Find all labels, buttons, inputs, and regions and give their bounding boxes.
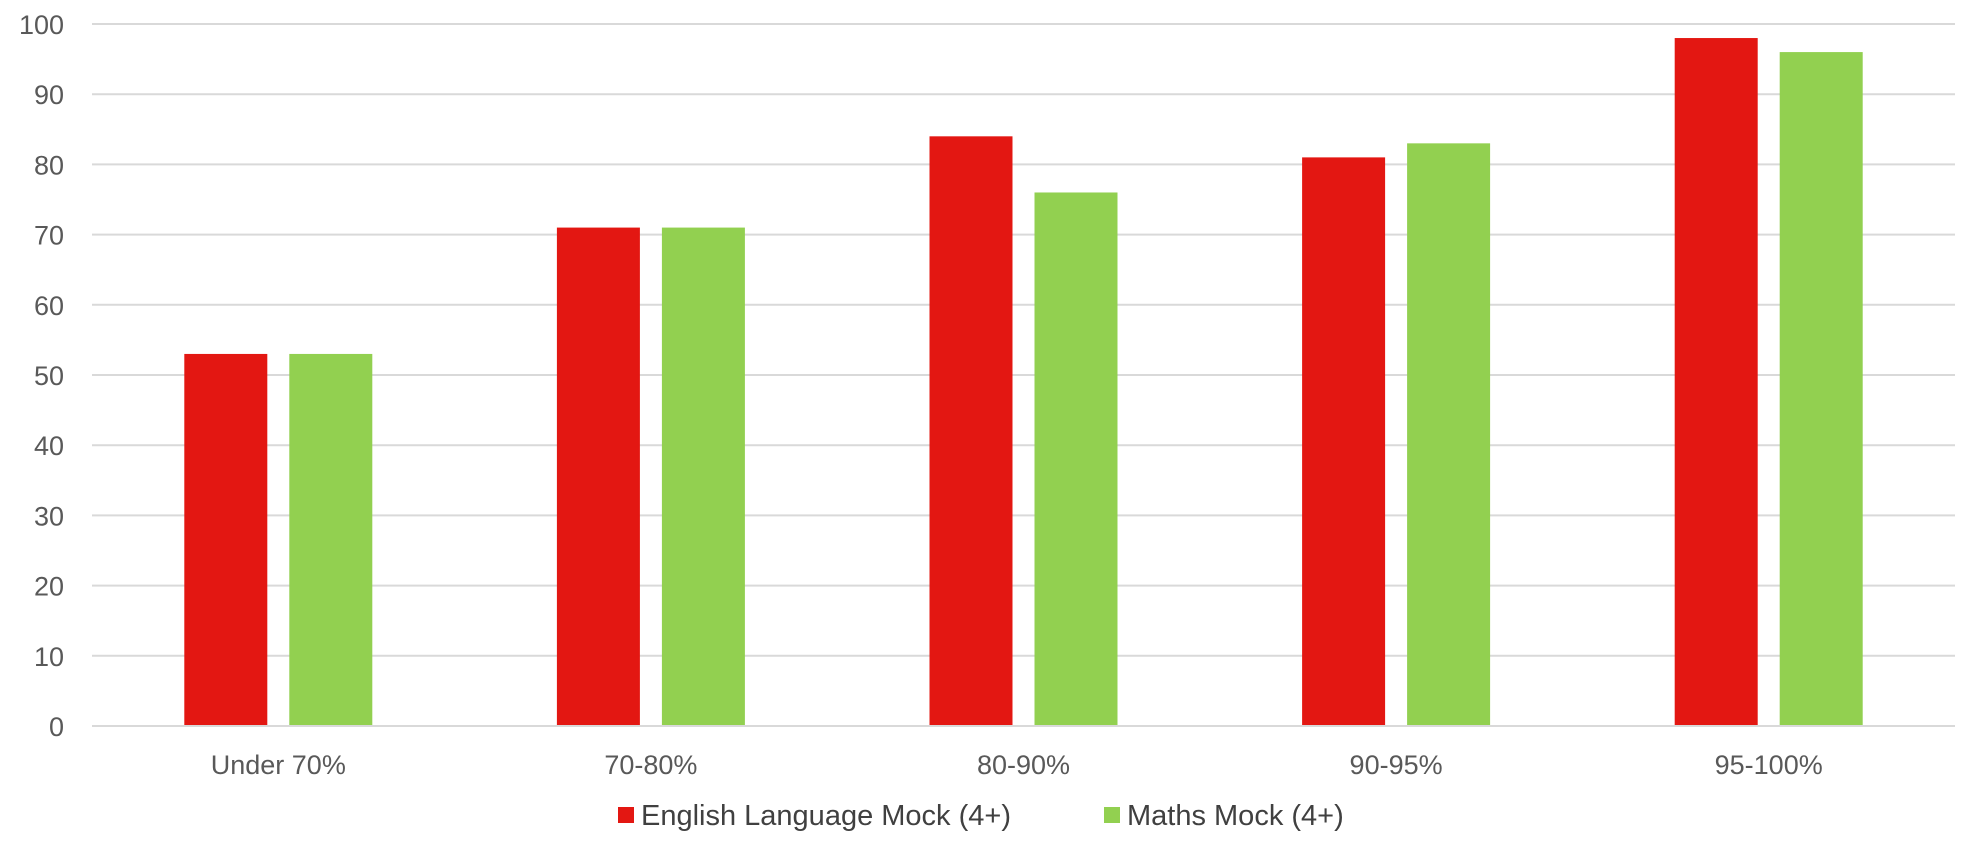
legend-label: Maths Mock (4+) — [1127, 800, 1344, 832]
bar-english — [556, 227, 640, 726]
y-tick-label: 60 — [34, 291, 64, 321]
bars — [184, 38, 1863, 727]
y-tick-label: 50 — [34, 361, 64, 391]
bar-maths — [1779, 52, 1863, 726]
y-tick-label: 20 — [34, 572, 64, 602]
y-tick-label: 70 — [34, 221, 64, 251]
y-tick-label: 100 — [19, 10, 64, 40]
x-tick-label: 95-100% — [1715, 750, 1823, 780]
y-tick-label: 40 — [34, 431, 64, 461]
bar-maths — [289, 353, 373, 726]
bar-english — [929, 136, 1013, 726]
y-axis-ticks: 0 10 20 30 40 50 60 70 80 90 100 — [19, 10, 64, 742]
x-axis-ticks: Under 70% 70-80% 80-90% 90-95% 95-100% — [211, 750, 1823, 780]
x-tick-label: Under 70% — [211, 750, 346, 780]
bar-english — [1674, 38, 1758, 727]
y-tick-label: 90 — [34, 80, 64, 110]
legend-label: English Language Mock (4+) — [641, 800, 1011, 832]
y-tick-label: 10 — [34, 642, 64, 672]
y-tick-label: 30 — [34, 501, 64, 531]
legend-swatch — [1104, 807, 1120, 823]
bar-maths — [661, 227, 745, 726]
bar-english — [184, 353, 268, 726]
gridlines — [92, 23, 1955, 657]
y-tick-label: 0 — [49, 712, 64, 742]
bar-maths — [1407, 143, 1491, 727]
y-tick-label: 80 — [34, 150, 64, 180]
bar-english — [1302, 157, 1386, 726]
legend-swatch — [618, 807, 634, 823]
legend: English Language Mock (4+) Maths Mock (4+… — [618, 800, 1344, 832]
x-tick-label: 80-90% — [977, 750, 1070, 780]
bar-maths — [1034, 192, 1118, 727]
x-tick-label: 70-80% — [604, 750, 697, 780]
x-tick-label: 90-95% — [1350, 750, 1443, 780]
